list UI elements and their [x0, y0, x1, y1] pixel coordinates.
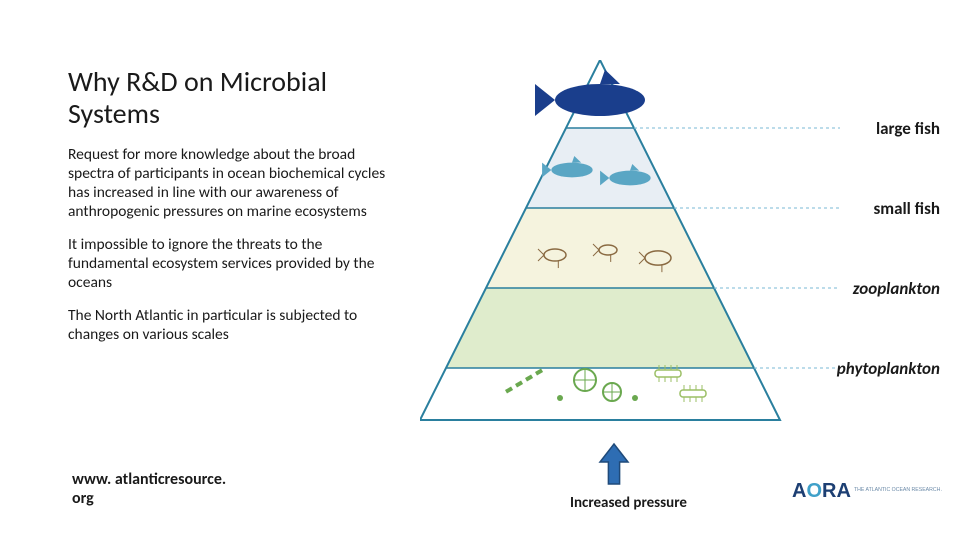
- up-arrow-icon: [596, 440, 632, 488]
- pyramid-labels: large fish small fish zooplankton phytoplan…: [420, 60, 940, 470]
- url-line2: org: [72, 489, 94, 508]
- level-label-zooplankton: zooplankton: [853, 278, 940, 299]
- paragraph-1: Request for more knowledge about the bro…: [68, 146, 388, 222]
- paragraph-2: It impossible to ignore the threats to t…: [68, 236, 388, 293]
- svg-text:THE ATLANTIC OCEAN RESEARCH AL: THE ATLANTIC OCEAN RESEARCH ALLIANCE: [854, 487, 942, 493]
- level-label-small_fish: small fish: [873, 198, 940, 219]
- increased-pressure-caption: Increased pressure: [570, 494, 687, 512]
- url-line1: www. atlanticresource.: [72, 470, 226, 489]
- svg-text:AORA: AORA: [792, 480, 851, 502]
- pyramid-diagram: large fish small fish zooplankton phytoplan…: [420, 60, 940, 470]
- slide: Why R&D on Microbial Systems Request for…: [0, 0, 960, 540]
- level-label-large_fish: large fish: [876, 118, 940, 139]
- level-label-phytoplankton: phytoplankton: [837, 358, 940, 379]
- slide-title: Why R&D on Microbial Systems: [68, 66, 388, 130]
- logo-svg: AORA THE ATLANTIC OCEAN RESEARCH ALLIANC…: [792, 477, 942, 511]
- paragraph-3: The North Atlantic in particular is subj…: [68, 307, 388, 345]
- source-url: www. atlanticresource. org: [72, 470, 226, 508]
- left-column: Why R&D on Microbial Systems Request for…: [68, 66, 388, 359]
- aora-logo: AORA THE ATLANTIC OCEAN RESEARCH ALLIANC…: [792, 477, 942, 516]
